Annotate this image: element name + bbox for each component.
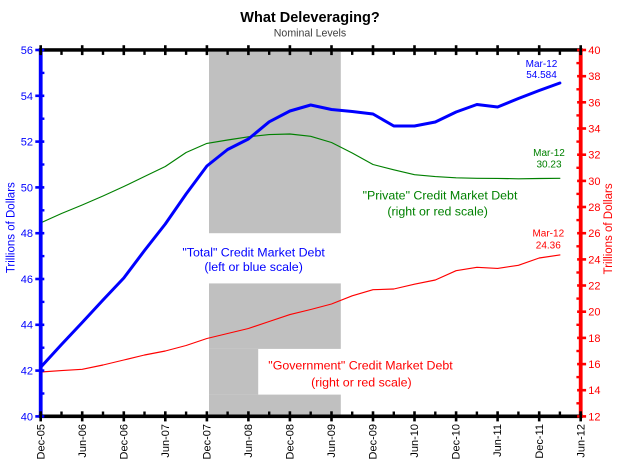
svg-text:28: 28 [588,202,600,214]
svg-text:Jun-06: Jun-06 [77,424,89,458]
svg-text:46: 46 [21,274,33,286]
svg-text:"Total" Credit Market Debt: "Total" Credit Market Debt [182,246,325,260]
svg-text:52: 52 [21,137,33,149]
svg-text:Dec-06: Dec-06 [118,424,130,459]
svg-text:Trillions of Dollars: Trillions of Dollars [6,182,18,273]
svg-text:Jun-12: Jun-12 [575,424,587,458]
svg-text:Dec-07: Dec-07 [202,424,214,459]
svg-text:(right or red scale): (right or red scale) [311,376,412,390]
svg-text:Jun-08: Jun-08 [243,424,255,458]
svg-text:40: 40 [21,411,33,423]
svg-text:Dec-08: Dec-08 [285,424,297,459]
svg-text:56: 56 [21,45,33,57]
svg-text:38: 38 [588,71,600,83]
svg-text:"Private" Credit Market Debt: "Private" Credit Market Debt [363,188,518,202]
svg-text:Jun-10: Jun-10 [409,424,421,458]
svg-text:42: 42 [21,366,33,378]
svg-text:32: 32 [588,150,600,162]
svg-text:Jun-07: Jun-07 [160,424,172,458]
svg-text:16: 16 [588,359,600,371]
svg-text:Mar-12: Mar-12 [533,148,565,159]
svg-text:30.23: 30.23 [536,160,561,171]
svg-text:34: 34 [588,124,600,136]
svg-text:30: 30 [588,176,600,188]
svg-text:"Government" Credit Market Deb: "Government" Credit Market Debt [268,358,453,372]
svg-text:24: 24 [588,254,600,266]
svg-text:Nominal Levels: Nominal Levels [274,28,346,40]
svg-text:22: 22 [588,281,600,293]
svg-text:Mar-12: Mar-12 [526,59,558,70]
svg-text:Jun-11: Jun-11 [492,424,504,457]
svg-text:44: 44 [21,320,33,332]
svg-text:What Deleveraging?: What Deleveraging? [240,10,380,26]
svg-text:36: 36 [588,97,600,109]
svg-text:Dec-10: Dec-10 [451,424,463,459]
svg-text:54: 54 [21,91,33,103]
svg-text:48: 48 [21,228,33,240]
svg-text:Dec-09: Dec-09 [368,424,380,459]
svg-text:Dec-05: Dec-05 [35,424,47,459]
svg-text:Jun-09: Jun-09 [326,424,338,458]
svg-text:Mar-12: Mar-12 [532,229,564,240]
svg-text:50: 50 [21,182,33,194]
svg-text:18: 18 [588,333,600,345]
svg-text:20: 20 [588,307,600,319]
svg-text:Trillions of Dollars: Trillions of Dollars [603,183,615,274]
svg-text:(left or blue scale): (left or blue scale) [204,260,302,274]
svg-text:Dec-11: Dec-11 [534,424,546,459]
svg-text:54.584: 54.584 [526,70,557,81]
svg-text:14: 14 [588,385,600,397]
svg-text:24.36: 24.36 [536,240,561,251]
svg-text:26: 26 [588,228,600,240]
svg-text:(right or red scale): (right or red scale) [387,204,488,218]
svg-text:12: 12 [588,411,600,423]
svg-text:40: 40 [588,45,600,57]
